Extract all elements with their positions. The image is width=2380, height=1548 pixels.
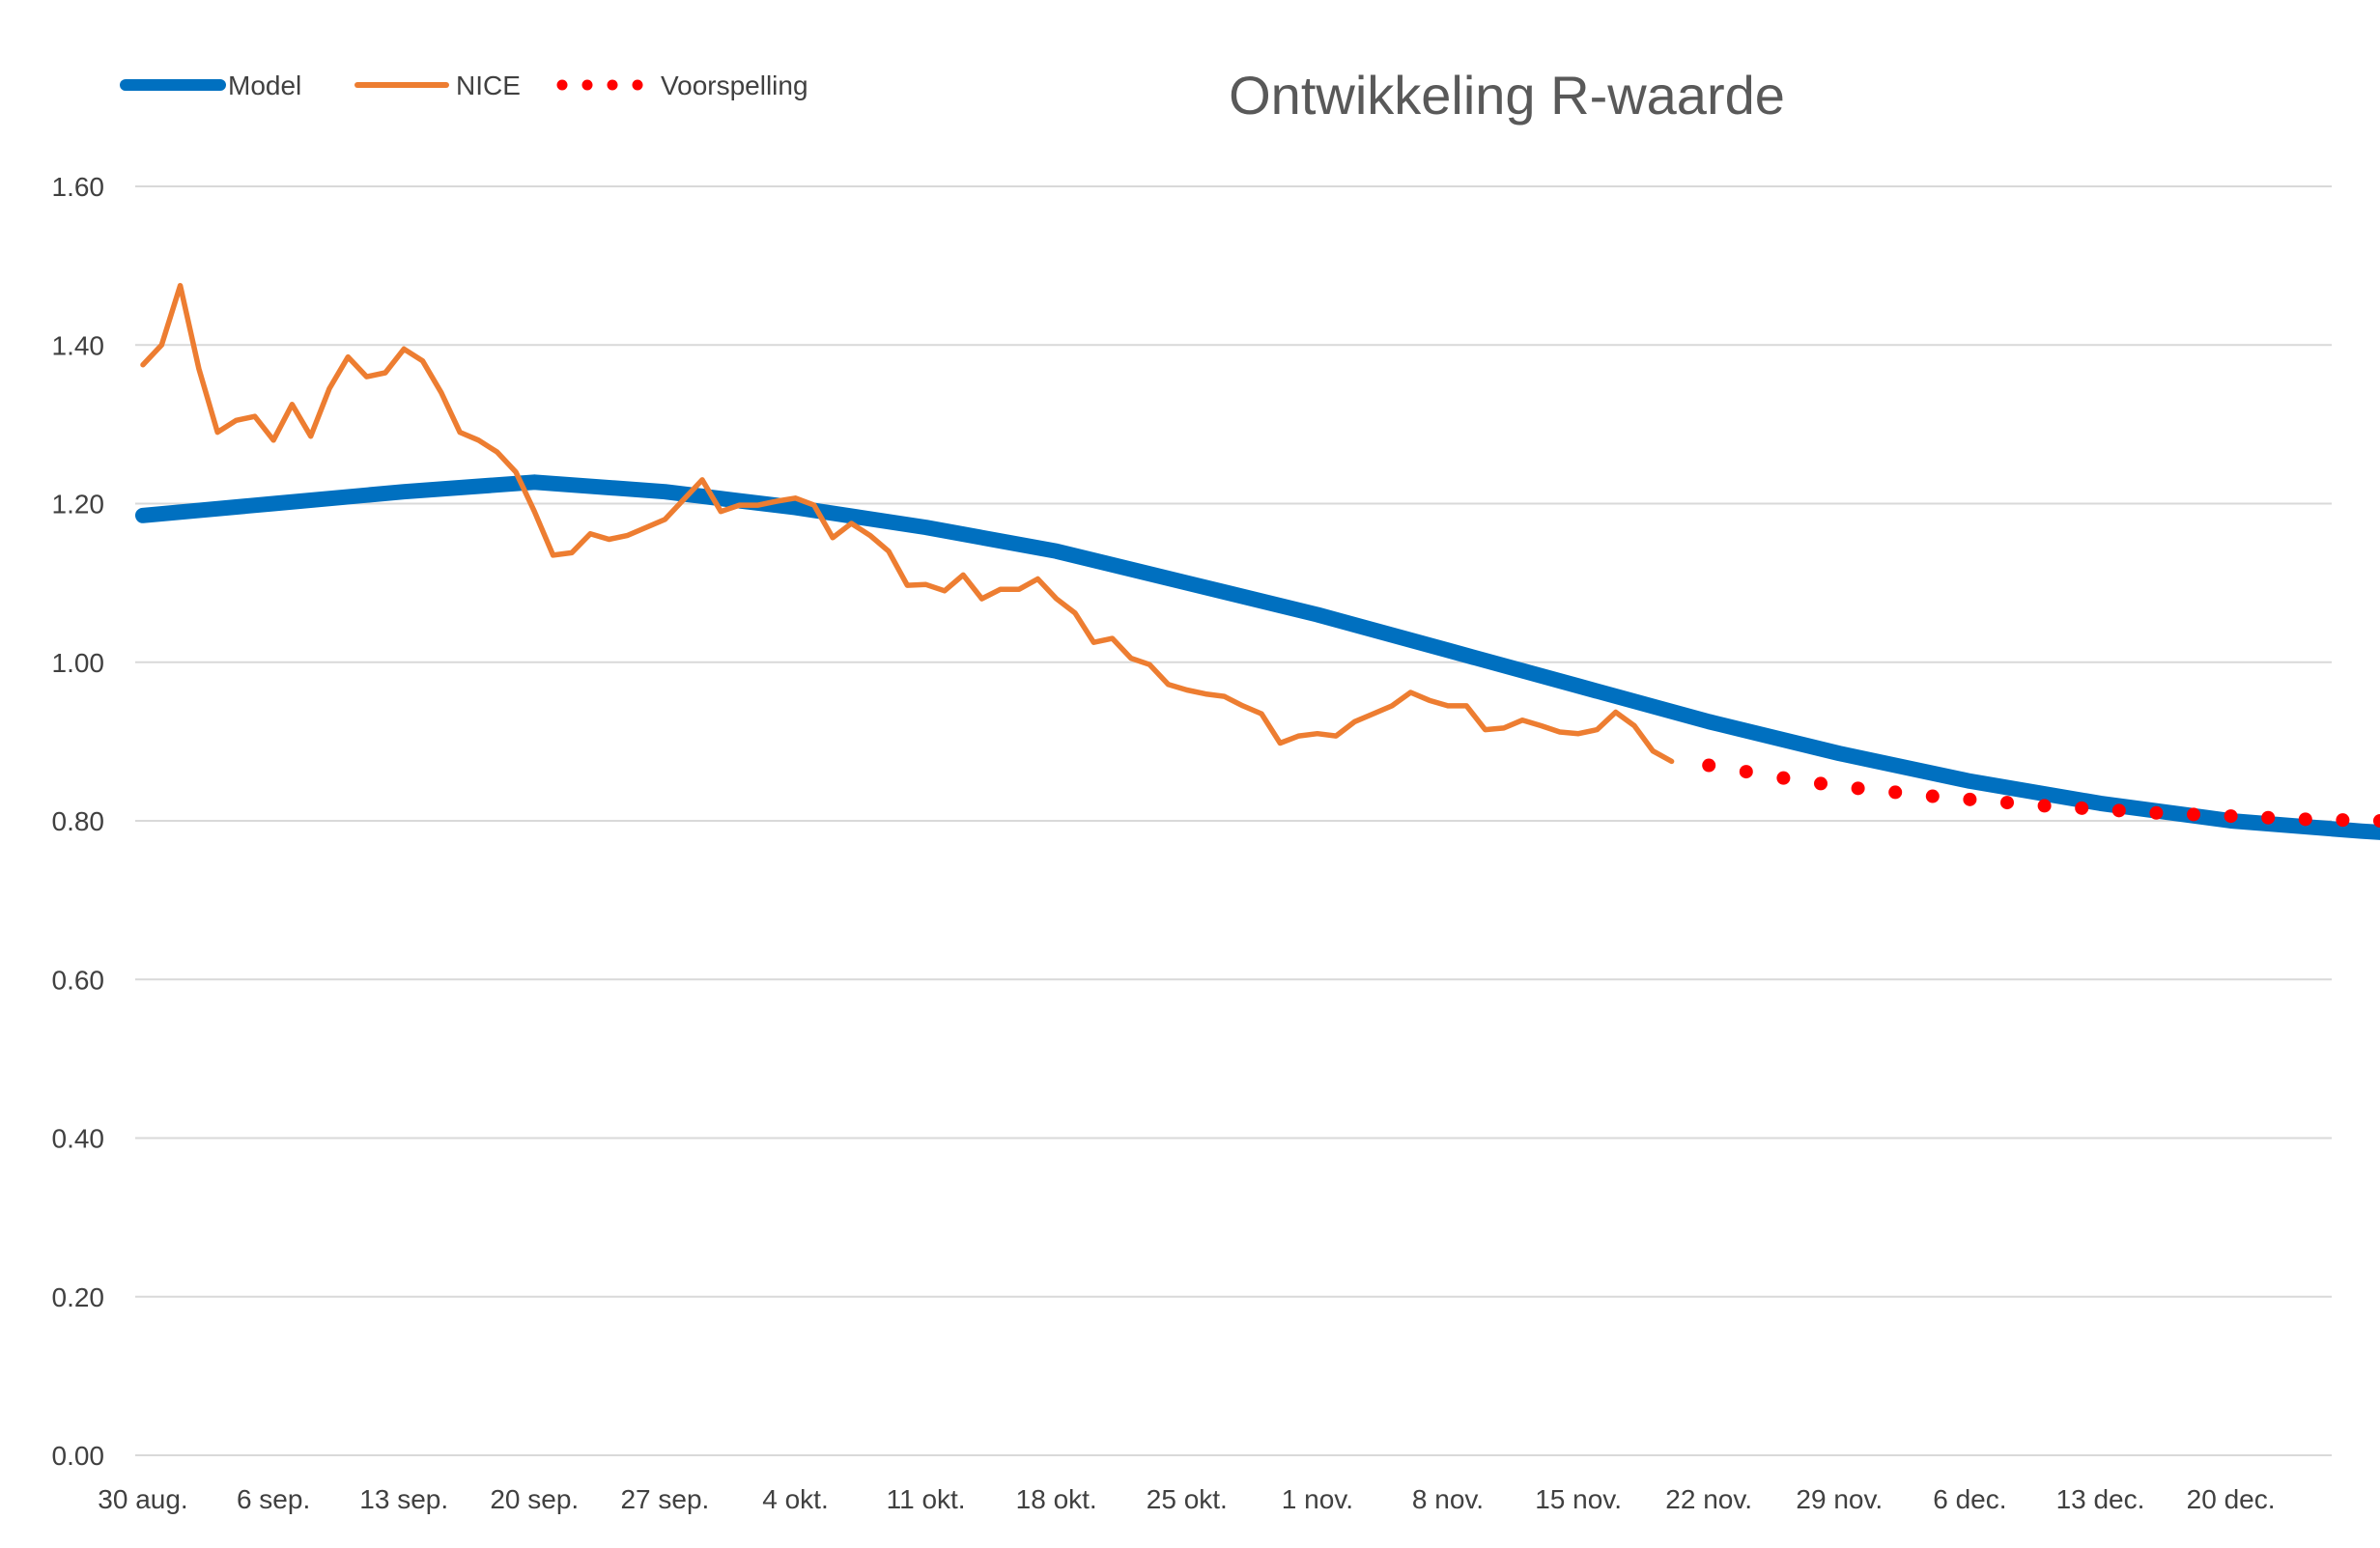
x-tick-label: 15 nov. bbox=[1535, 1484, 1622, 1514]
legend-label-voorspelling: Voorspelling bbox=[661, 70, 808, 100]
point-voorspelling bbox=[1851, 781, 1865, 796]
series-model-line bbox=[135, 474, 2380, 840]
x-axis: 30 aug. 6 sep. 13 sep. 20 sep. 27 sep. 4 okt.… bbox=[98, 1484, 2275, 1514]
y-tick-label: 0.20 bbox=[52, 1282, 105, 1312]
x-tick-label: 27 sep. bbox=[620, 1484, 709, 1514]
x-tick-label: 8 nov. bbox=[1412, 1484, 1484, 1514]
x-tick-label: 13 sep. bbox=[359, 1484, 448, 1514]
x-tick-label: 18 okt. bbox=[1016, 1484, 1097, 1514]
series-voorspelling bbox=[1702, 758, 2380, 828]
y-tick-label: 0.00 bbox=[52, 1441, 105, 1471]
point-voorspelling bbox=[1925, 789, 1940, 803]
x-tick-label: 6 sep. bbox=[237, 1484, 310, 1514]
legend-swatch-voorspelling bbox=[556, 79, 643, 91]
x-tick-label: 1 nov. bbox=[1282, 1484, 1353, 1514]
series bbox=[135, 282, 2380, 840]
legend-label-model: Model bbox=[228, 70, 301, 100]
y-axis: 0.00 0.20 0.40 0.60 0.80 1.00 1.20 1.40 1.60 bbox=[52, 172, 105, 1471]
y-tick-label: 1.00 bbox=[52, 648, 105, 678]
x-tick-label: 22 nov. bbox=[1665, 1484, 1752, 1514]
point-voorspelling bbox=[2261, 810, 2276, 825]
y-tick-label: 1.60 bbox=[52, 172, 105, 202]
point-voorspelling bbox=[1739, 765, 1753, 779]
point-voorspelling bbox=[2000, 796, 2014, 810]
grid bbox=[135, 185, 2332, 1456]
point-voorspelling bbox=[2224, 809, 2238, 824]
point-voorspelling bbox=[2075, 801, 2089, 815]
x-tick-label: 29 nov. bbox=[1796, 1484, 1883, 1514]
x-tick-label: 25 okt. bbox=[1147, 1484, 1228, 1514]
y-tick-label: 1.40 bbox=[52, 330, 105, 360]
point-voorspelling bbox=[2298, 812, 2312, 827]
point-voorspelling bbox=[2111, 803, 2126, 818]
point-voorspelling bbox=[1814, 776, 1828, 791]
x-tick-label: 20 sep. bbox=[490, 1484, 579, 1514]
point-voorspelling bbox=[2187, 807, 2200, 822]
x-tick-label: 30 aug. bbox=[98, 1484, 187, 1514]
point-voorspelling bbox=[1888, 785, 1903, 800]
point-voorspelling bbox=[1963, 792, 1977, 806]
y-tick-label: 0.80 bbox=[52, 806, 105, 836]
point-voorspelling bbox=[1702, 758, 1716, 773]
point-voorspelling bbox=[1776, 771, 1791, 785]
x-tick-label: 13 dec. bbox=[2056, 1484, 2145, 1514]
y-tick-label: 0.40 bbox=[52, 1124, 105, 1154]
point-voorspelling bbox=[2336, 813, 2350, 828]
point-voorspelling bbox=[2373, 814, 2380, 828]
legend: Model NICE Voorspelling bbox=[120, 70, 808, 100]
x-tick-label: 20 dec. bbox=[2187, 1484, 2276, 1514]
chart-title: Ontwikkeling R-waarde bbox=[1229, 65, 1785, 126]
point-voorspelling bbox=[2037, 799, 2052, 813]
legend-label-nice: NICE bbox=[456, 70, 521, 100]
y-tick-label: 1.20 bbox=[52, 490, 105, 520]
x-tick-label: 11 okt. bbox=[887, 1484, 966, 1514]
series-nice-line bbox=[140, 282, 1675, 765]
point-voorspelling bbox=[2149, 805, 2164, 820]
y-tick-label: 0.60 bbox=[52, 965, 105, 995]
x-tick-label: 6 dec. bbox=[1933, 1484, 2006, 1514]
x-tick-label: 4 okt. bbox=[762, 1484, 828, 1514]
